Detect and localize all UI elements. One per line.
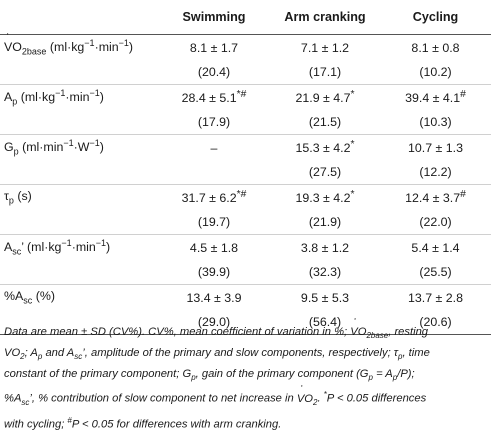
cell-swimming: 4.5 ± 1.8 — [189, 240, 239, 255]
cell-cycling: 13.7 ± 2.8 — [407, 290, 464, 305]
cell-swimming-cv: (29.0) — [158, 310, 270, 335]
data-table-container: Swimming Arm cranking Cycling VO2base (m… — [0, 0, 491, 335]
cell-swimming: 28.4 ± 5.1*# — [181, 89, 247, 106]
cell-cycling: 12.4 ± 3.7# — [405, 189, 466, 206]
header-arm-cranking: Arm cranking — [270, 0, 380, 35]
cell-cycling-cv: (10.3) — [380, 110, 491, 135]
cell-swimming: – — [210, 140, 218, 155]
cell-cycling-cv: (12.2) — [380, 160, 491, 185]
significance-mark: *# — [236, 189, 247, 201]
cell-swimming-cv: (17.9) — [158, 110, 270, 135]
cell-arm-cranking-cv: (32.3) — [270, 260, 380, 285]
table-row-cv: (19.7) (21.9) (22.0) — [0, 210, 491, 235]
header-swimming: Swimming — [158, 0, 270, 35]
cell-swimming-cv: (39.9) — [158, 260, 270, 285]
cell-cycling: 5.4 ± 1.4 — [411, 240, 460, 255]
cv-label — [0, 110, 158, 135]
header-cycling: Cycling — [380, 0, 491, 35]
cv-label — [0, 160, 158, 185]
cell-swimming: 31.7 ± 6.2*# — [181, 189, 247, 206]
table-header-row: Swimming Arm cranking Cycling — [0, 0, 491, 35]
cell-cycling-cv: (20.6) — [380, 310, 491, 335]
cell-cycling: 10.7 ± 1.3 — [407, 140, 464, 155]
row-label-percent-asc: %Asc (%) — [4, 289, 56, 306]
significance-mark: # — [460, 189, 466, 201]
cv-label — [0, 310, 158, 335]
row-label-gp: Gp (ml·min−1·W−1) — [4, 138, 104, 157]
cell-arm-cranking-cv: (21.5) — [270, 110, 380, 135]
table-footnote: Data are mean ± SD (CV%). CV%, mean coef… — [4, 315, 488, 434]
row-label-ap: Ap (ml·kg−1·min−1) — [4, 88, 104, 107]
table-row: Gp (ml·min−1·W−1) – 15.3 ± 4.2* 10.7 ± 1… — [0, 135, 491, 161]
cell-arm-cranking: 7.1 ± 1.2 — [300, 40, 350, 55]
significance-mark: # — [460, 89, 466, 101]
table-row-cv: (39.9) (32.3) (25.5) — [0, 260, 491, 285]
cell-arm-cranking: 19.3 ± 4.2* — [295, 189, 355, 206]
table-row-cv: (27.5) (12.2) — [0, 160, 491, 185]
cell-cycling-cv: (25.5) — [380, 260, 491, 285]
row-label-tau-p: τp (s) — [4, 189, 32, 206]
cell-arm-cranking: 9.5 ± 5.3 — [300, 290, 350, 305]
cell-swimming: 8.1 ± 1.7 — [189, 40, 239, 55]
cv-label — [0, 260, 158, 285]
significance-mark: *# — [236, 89, 247, 101]
cell-arm-cranking-cv: (21.9) — [270, 210, 380, 235]
cell-swimming-cv — [158, 160, 270, 185]
table-row-cv: (20.4) (17.1) (10.2) — [0, 60, 491, 85]
cell-arm-cranking: 21.9 ± 4.7* — [295, 89, 355, 106]
significance-mark: * — [350, 89, 355, 101]
table-row: Asc’ (ml·kg−1·min−1) 4.5 ± 1.8 3.8 ± 1.2… — [0, 235, 491, 261]
table-row: VO2base (ml·kg−1·min−1) 8.1 ± 1.7 7.1 ± … — [0, 31, 491, 61]
cell-swimming-cv: (19.7) — [158, 210, 270, 235]
cell-swimming: 13.4 ± 3.9 — [186, 290, 242, 305]
cell-cycling-cv: (22.0) — [380, 210, 491, 235]
cell-cycling-cv: (10.2) — [380, 60, 491, 85]
significance-mark: * — [350, 139, 355, 151]
table-row-cv: (29.0) (56.4) (20.6) — [0, 310, 491, 335]
header-label — [0, 0, 158, 35]
cv-label — [0, 60, 158, 85]
table-row: Ap (ml·kg−1·min−1) 28.4 ± 5.1*# 21.9 ± 4… — [0, 85, 491, 111]
results-table: Swimming Arm cranking Cycling VO2base (m… — [0, 0, 491, 335]
row-label-vo2base: VO2base (ml·kg−1·min−1) — [0, 31, 158, 61]
row-label-asc-prime: Asc’ (ml·kg−1·min−1) — [4, 238, 111, 257]
cell-arm-cranking-cv: (17.1) — [270, 60, 380, 85]
cell-arm-cranking: 15.3 ± 4.2* — [295, 139, 355, 156]
cell-arm-cranking: 3.8 ± 1.2 — [300, 240, 350, 255]
cell-arm-cranking-cv: (27.5) — [270, 160, 380, 185]
significance-mark: * — [350, 189, 355, 201]
cell-cycling: 39.4 ± 4.1# — [405, 89, 466, 106]
table-row: τp (s) 31.7 ± 6.2*# 19.3 ± 4.2* 12.4 ± 3… — [0, 185, 491, 211]
table-row: %Asc (%) 13.4 ± 3.9 9.5 ± 5.3 13.7 ± 2.8 — [0, 285, 491, 311]
cell-swimming-cv: (20.4) — [158, 60, 270, 85]
cv-label — [0, 210, 158, 235]
table-row-cv: (17.9) (21.5) (10.3) — [0, 110, 491, 135]
cell-cycling: 8.1 ± 0.8 — [411, 40, 460, 55]
